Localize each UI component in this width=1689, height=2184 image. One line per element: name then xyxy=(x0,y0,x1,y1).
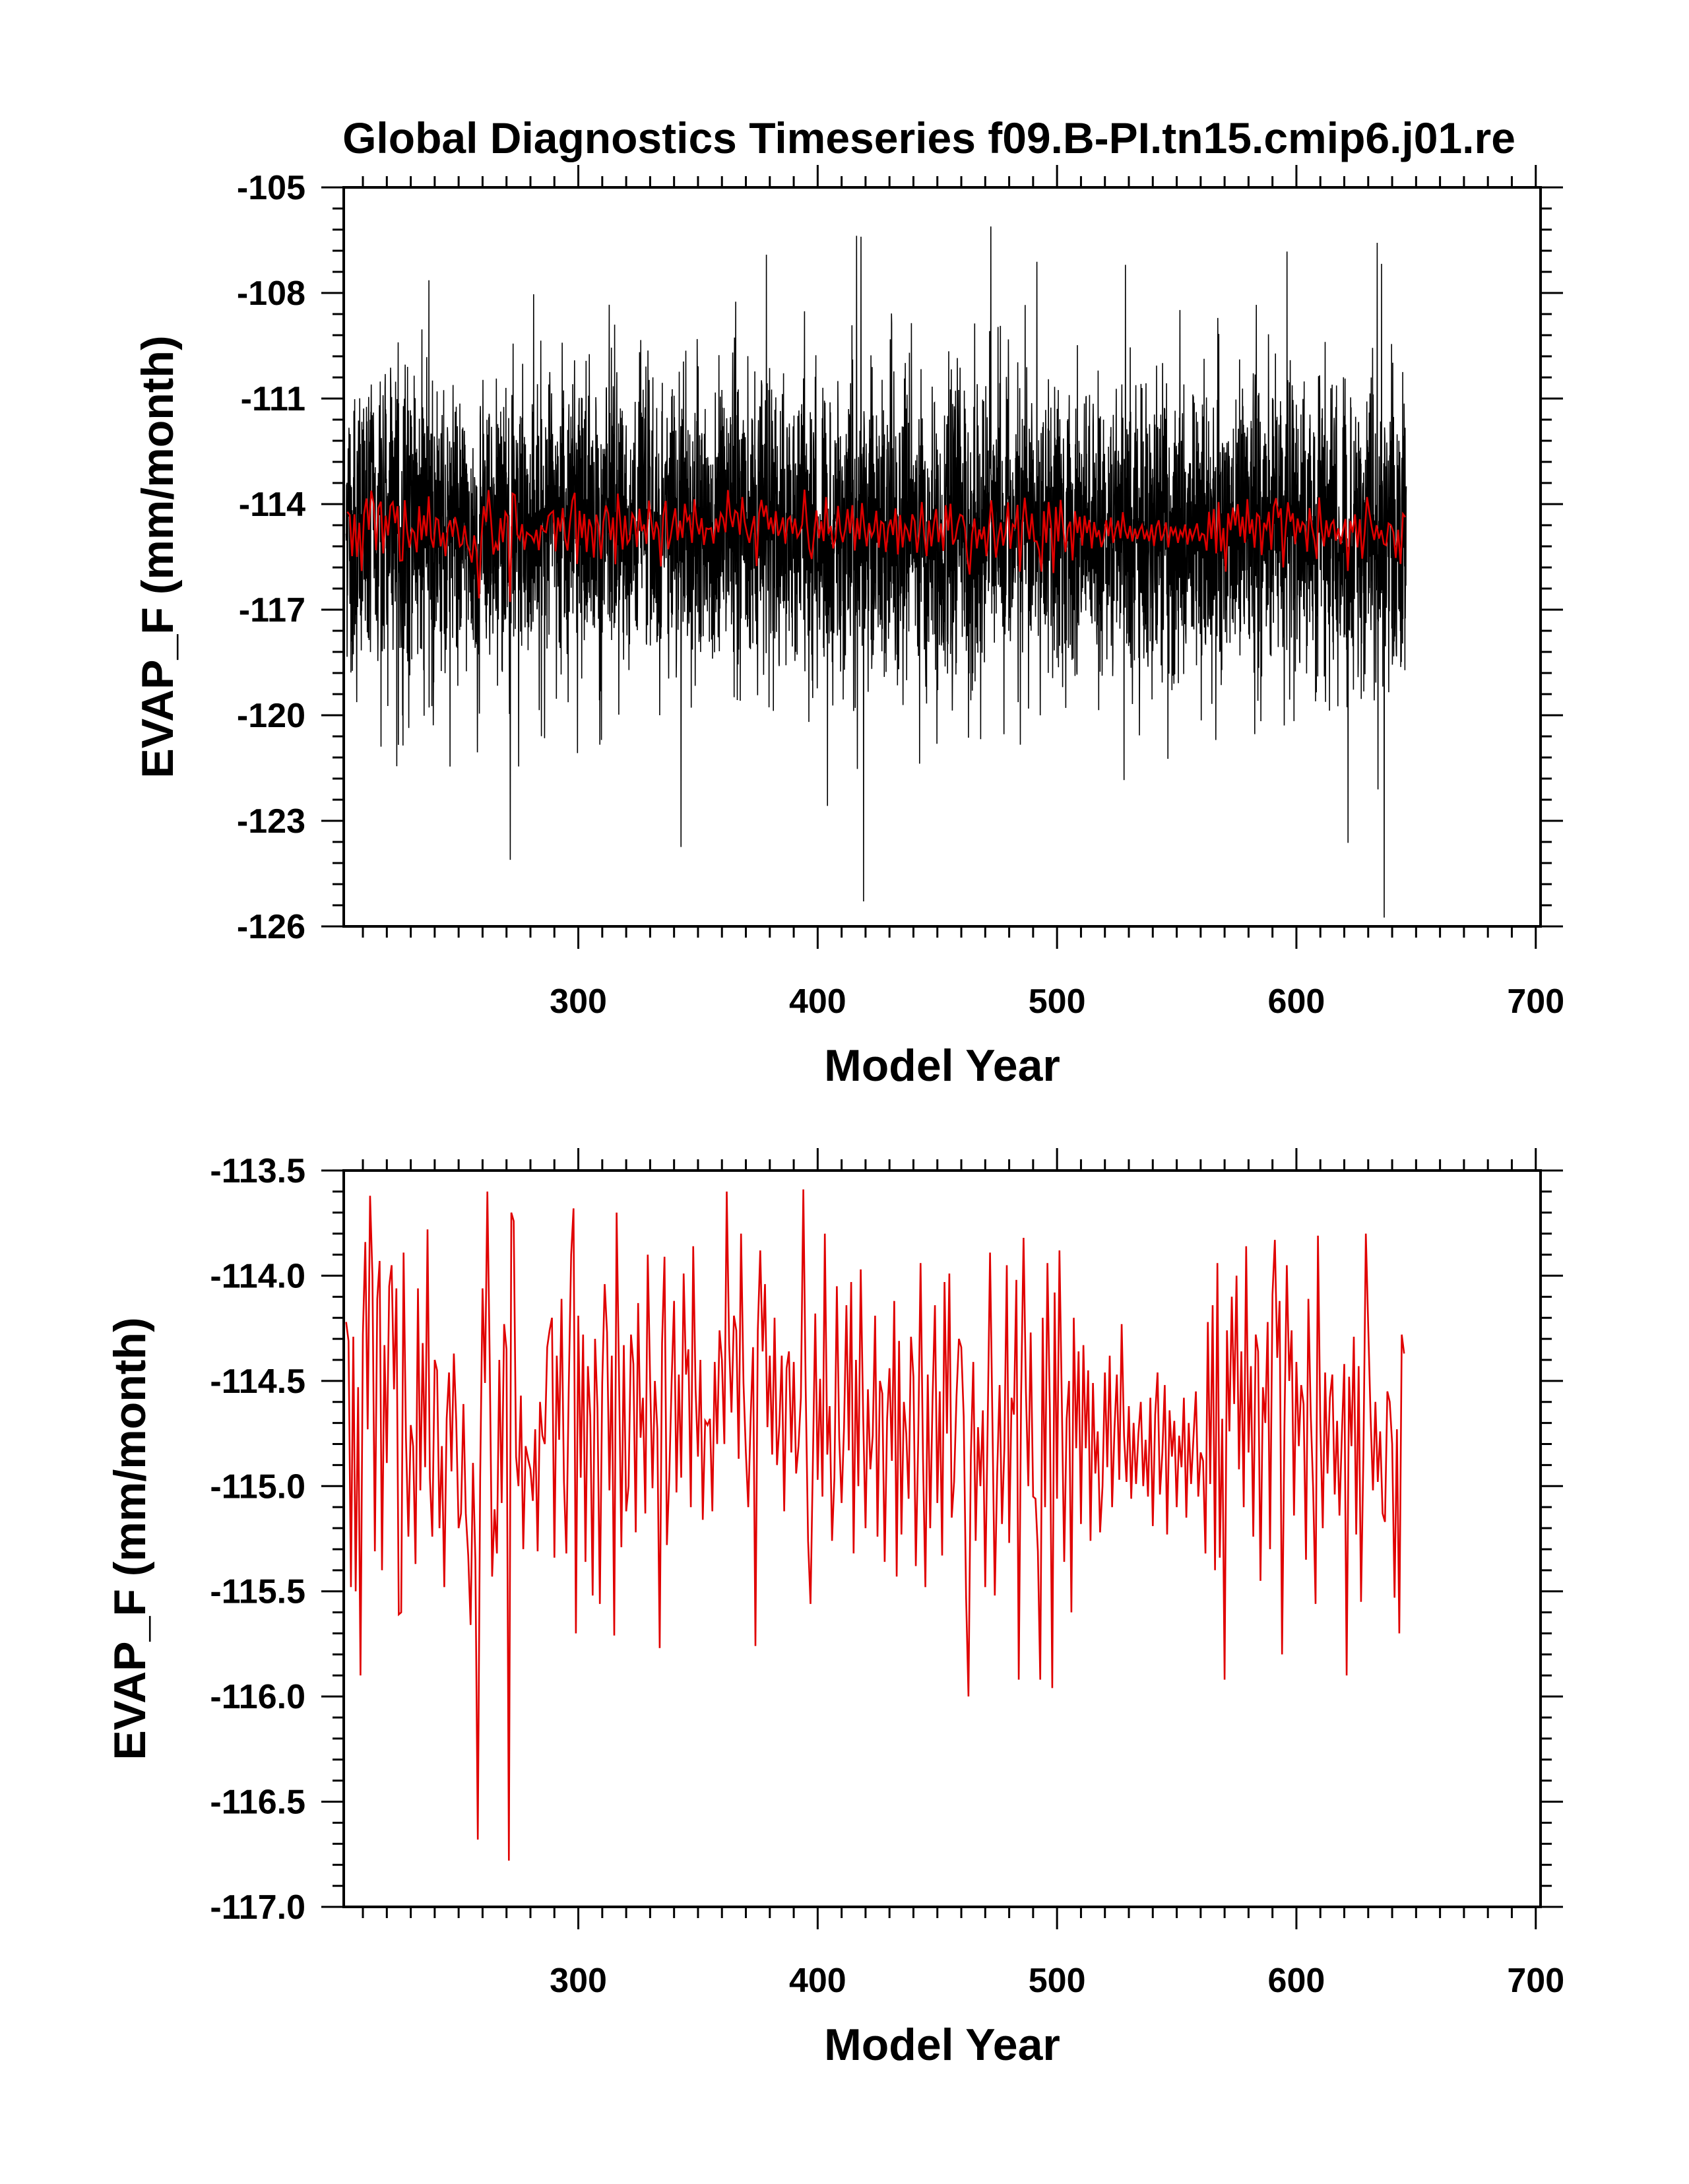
x-tick-label: 400 xyxy=(789,1962,846,2000)
top-panel: 300 400 500 600 700 -105 -108 -111 -114 -117 -120 -… xyxy=(133,165,1564,1091)
x-tick-label: 600 xyxy=(1268,1962,1325,2000)
plot-frame xyxy=(342,1169,1542,1908)
y-tick-label: -114.0 xyxy=(210,1257,305,1295)
x-tick-label: 300 xyxy=(550,982,607,1021)
y-tick-label: -123 xyxy=(237,802,305,841)
x-axis-label: Model Year xyxy=(824,2020,1060,2070)
x-tick-label: 500 xyxy=(1029,1962,1086,2000)
y-axis-label: EVAP_F (mm/month) xyxy=(133,335,183,778)
x-tick-label: 700 xyxy=(1507,1962,1564,2000)
y-tick-label: -116.5 xyxy=(210,1783,305,1822)
x-tick-label: 500 xyxy=(1029,982,1086,1021)
y-tick-label: -117 xyxy=(239,591,305,629)
x-axis-label: Model Year xyxy=(824,1041,1060,1091)
x-tick-label: 600 xyxy=(1268,982,1325,1021)
y-tick-label: -108 xyxy=(237,274,305,313)
plot-frame xyxy=(342,186,1542,928)
y-tick-label: -120 xyxy=(237,697,305,735)
y-axis-label: EVAP_F (mm/month) xyxy=(105,1317,155,1760)
y-tick-label: -126 xyxy=(237,908,305,946)
x-tick-label: 300 xyxy=(550,1962,607,2000)
series-monthly-line xyxy=(345,226,1407,918)
y-tick-label: -115.0 xyxy=(210,1467,305,1506)
y-tick-label: -111 xyxy=(241,380,305,418)
series-annual-line xyxy=(345,1189,1405,1861)
series-annual-line xyxy=(346,490,1407,602)
bottom-panel: 300 400 500 600 700 -113.5 -114.0 -114.5 -115.0 -… xyxy=(105,1148,1564,2070)
y-tick-label: -115.5 xyxy=(210,1573,305,1611)
y-tick-label: -105 xyxy=(237,169,305,207)
y-tick-label: -117.0 xyxy=(210,1888,305,1927)
y-tick-label: -113.5 xyxy=(210,1152,305,1190)
x-tick-label: 700 xyxy=(1507,982,1564,1021)
x-tick-label: 400 xyxy=(789,982,846,1021)
y-tick-label: -116.0 xyxy=(210,1678,305,1716)
chart-title: Global Diagnostics Timeseries f09.B-PI.t… xyxy=(342,113,1515,162)
y-tick-label: -114 xyxy=(239,486,305,524)
y-tick-label: -114.5 xyxy=(210,1363,305,1401)
